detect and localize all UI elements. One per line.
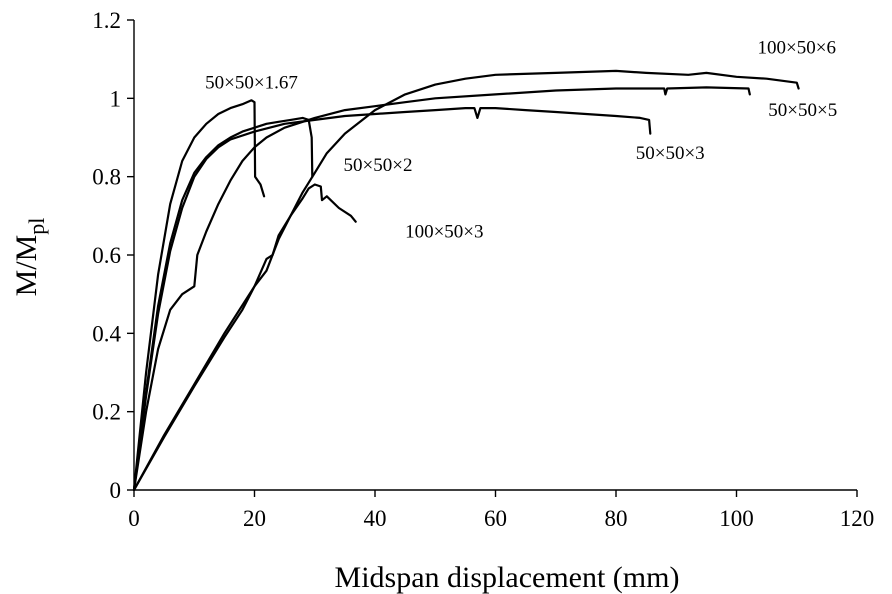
series-label-4: 100×50×6 [758,37,836,58]
ticks: 0 20 40 60 80 100 120 0 0.2 0.4 0.6 0.8 1 1.2 [92,8,874,531]
x-axis-title: Midspan displacement (mm) [335,561,680,594]
y-axis-title-sub: pl [24,218,49,235]
series-label-0: 50×50×1.67 [205,73,298,94]
series-line-1 [132,116,314,492]
series-label-3: 50×50×5 [768,100,837,121]
x-tick-label: 120 [840,506,875,531]
y-tick-label: 0.4 [92,321,121,346]
x-tick-label: 80 [605,506,628,531]
y-tick-label: 0.6 [92,243,121,268]
series-label-1: 50×50×2 [344,155,413,176]
series-line-2 [132,107,652,492]
x-tick-label: 0 [128,506,140,531]
x-tick-label: 20 [243,506,266,531]
y-tick-label: 0 [110,478,122,503]
y-axis-title: M/Mpl [10,218,49,297]
x-tick-label: 100 [719,506,754,531]
plot-series [132,69,800,492]
x-tick-label: 40 [364,506,387,531]
series-line-0 [132,99,266,492]
y-axis-title-main: M/M [10,235,43,297]
series-label-2: 50×50×3 [636,143,705,164]
x-tick-label: 60 [484,506,507,531]
series-line-3 [132,86,751,492]
y-tick-label: 1.2 [92,8,121,33]
series-labels: 50×50×1.67 50×50×2 50×50×3 50×50×5 100×50×6 1… [205,37,837,242]
series-line-5 [132,183,357,492]
y-tick-label: 1 [110,86,122,111]
y-tick-label: 0.2 [92,400,121,425]
series-line-4 [132,69,800,492]
y-tick-label: 0.8 [92,165,121,190]
series-label-5: 100×50×3 [405,221,483,242]
